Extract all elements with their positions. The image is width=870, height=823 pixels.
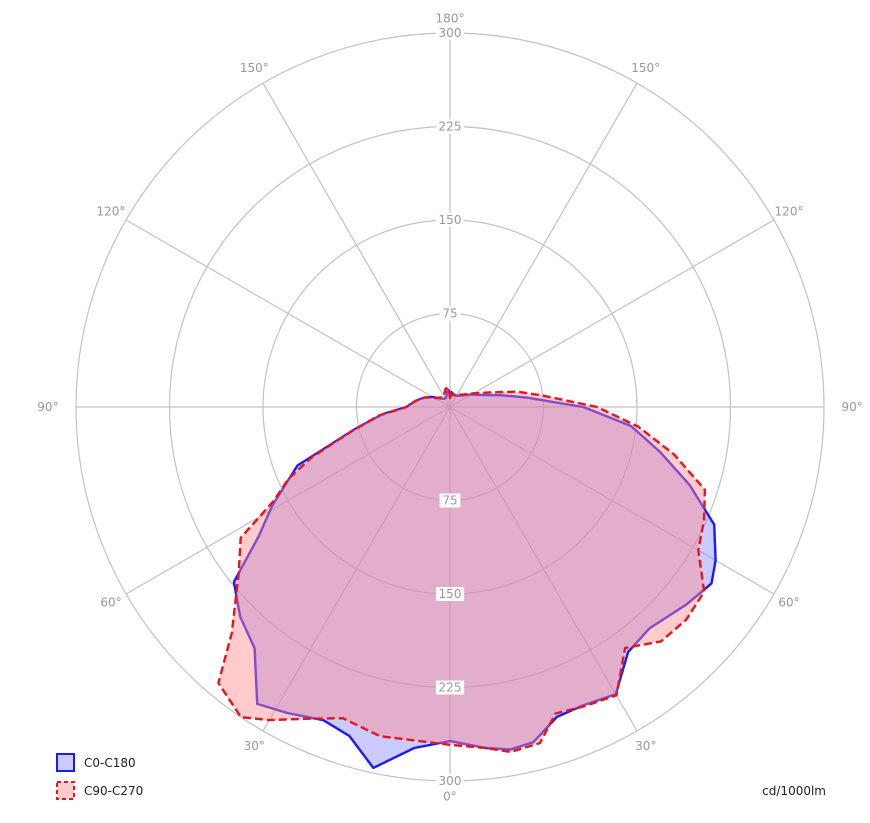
grid-spoke-60 [125,406,451,595]
ring-label-bg [435,680,465,695]
angle-label-l150: 150° [240,61,269,75]
grid-spoke-30 [262,406,451,732]
ring-label-text: 150 [439,587,462,601]
grid-spoke-150 [262,82,451,408]
grid-spoke-240 [449,219,775,408]
angle-label-l60: 60° [100,596,121,610]
ring-label-text: 300 [439,26,462,40]
angle-label-l180: 180° [436,12,465,26]
ring-label-bg [435,587,465,601]
ring-label-225-bottom: 225 [435,680,465,695]
ring-label-300-top: 300 [435,26,465,40]
angle-labels: 0° 30° 60° 90° 120° 150° 180° 30° 60° 90° 120° 150° [37,12,862,804]
ring-label-text: 300 [439,774,462,788]
legend: C0-C180 C90-C270 [56,753,143,800]
ring-label-text: 225 [439,681,462,695]
ring-labels: 75 75 150 150 225 225 300 300 [435,26,465,788]
ring-label-bg [439,493,461,508]
series-layer [217,386,717,770]
legend-swatch [56,753,75,772]
legend-label: C0-C180 [84,756,136,770]
legend-label: C90-C270 [84,784,143,798]
grid-spoke-210 [449,82,638,408]
ring-label-300-bottom: 300 [435,774,465,788]
ring-label-75-top: 75 [439,306,461,321]
angle-label-r30: 30° [635,739,656,753]
series-c90-c270 [217,386,707,754]
angle-label-l120: 120° [97,204,126,218]
series-c0-c180 [232,388,717,770]
ring-label-150-bottom: 150 [435,587,465,601]
ring-label-bg [435,774,465,788]
ring-label-bg [435,26,465,40]
angle-label-l30: 30° [244,739,265,753]
ring-label-bg [439,306,461,321]
grid-spoke-300 [449,406,775,595]
ring-label-text: 75 [442,307,457,321]
ring-label-text: 150 [439,213,462,227]
angle-label-r90: 90° [841,400,862,414]
ring-label-text: 75 [442,494,457,508]
angle-label-l90: 90° [37,400,58,414]
ring-label-150-top: 150 [435,213,465,227]
ring-label-225-top: 225 [435,119,465,134]
angle-label-l0: 0° [443,789,457,803]
grid-spoke-120 [125,219,451,408]
ring-label-bg [435,213,465,227]
angle-label-r150: 150° [631,61,660,75]
angle-label-r120: 120° [775,204,804,218]
unit-label: cd/1000lm [762,784,826,798]
legend-swatch [56,781,75,800]
legend-item-c90-c270[interactable]: C90-C270 [56,781,143,800]
ring-label-75-bottom: 75 [439,493,461,508]
ring-label-text: 225 [439,120,462,134]
ring-label-bg [435,119,465,134]
angle-label-r60: 60° [778,596,799,610]
grid-spoke-330 [449,406,638,732]
legend-item-c0-c180[interactable]: C0-C180 [56,753,136,772]
